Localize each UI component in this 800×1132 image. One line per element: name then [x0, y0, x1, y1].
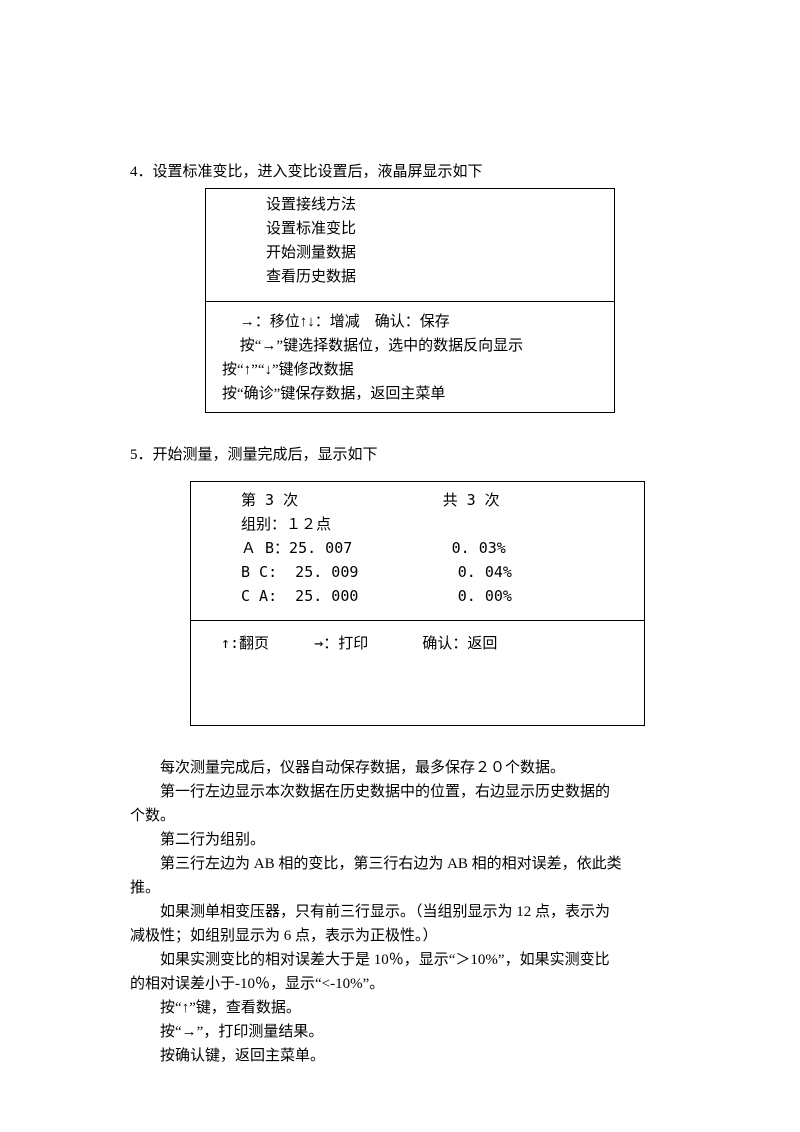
lcd-help-area: →：移位↑↓：增减 确认：保存 按“→”键选择数据位，选中的数据反向显示 按“↑…	[206, 306, 614, 412]
result-line: B C: 25. 009 0. 04%	[191, 560, 644, 584]
paragraph-continuation: 的相对误差小于-10％，显示“<-10%”。	[130, 972, 670, 996]
lcd-display-box-settings: 设置接线方法 设置标准变比 开始测量数据 查看历史数据 →：移位↑↓：增减 确认…	[205, 188, 615, 413]
help-line: 按“↑”“↓”键修改数据	[206, 358, 614, 382]
help-line: 按“确诊”键保存数据，返回主菜单	[206, 382, 614, 406]
paragraph: 按确认键，返回主菜单。	[130, 1044, 670, 1068]
divider	[191, 620, 644, 621]
lcd-menu-area: 设置接线方法 设置标准变比 开始测量数据 查看历史数据	[206, 189, 614, 295]
paragraph: 每次测量完成后，仪器自动保存数据，最多保存２０个数据。	[130, 756, 670, 780]
divider	[206, 301, 614, 302]
paragraph: 按“↑”键，查看数据。	[130, 996, 670, 1020]
paragraph: 第二行为组别。	[130, 828, 670, 852]
paragraph: 如果实测变比的相对误差大于是 10％，显示“＞10%”，如果实测变比	[130, 948, 670, 972]
document-page: 4．设置标准变比，进入变比设置后，液晶屏显示如下 设置接线方法 设置标准变比 开…	[0, 0, 800, 1128]
result-nav-area: ↑:翻页 →：打印 确认：返回	[191, 625, 644, 725]
paragraph-continuation: 个数。	[130, 804, 670, 828]
paragraph-continuation: 减极性；如组别显示为 6 点，表示为正极性。）	[130, 924, 670, 948]
result-line: 组别：１２点	[191, 512, 644, 536]
menu-item: 设置接线方法	[206, 193, 614, 217]
help-line: 按“→”键选择数据位，选中的数据反向显示	[206, 334, 614, 358]
menu-item: 开始测量数据	[206, 241, 614, 265]
paragraph: 如果测单相变压器，只有前三行显示。（当组别显示为 12 点，表示为	[130, 900, 670, 924]
menu-item: 设置标准变比	[206, 217, 614, 241]
result-line: C A: 25. 000 0. 00%	[191, 584, 644, 608]
paragraph: 第一行左边显示本次数据在历史数据中的位置，右边显示历史数据的	[130, 780, 670, 804]
help-line: →：移位↑↓：增减 确认：保存	[206, 310, 614, 334]
menu-item: 查看历史数据	[206, 265, 614, 289]
paragraph: 按“→”，打印测量结果。	[130, 1020, 670, 1044]
result-data-area: 第 3 次 共 3 次 组别：１２点 Ａ B：25. 007 0. 03% B …	[191, 482, 644, 614]
result-line: 第 3 次 共 3 次	[191, 488, 644, 512]
paragraph-continuation: 推。	[130, 876, 670, 900]
lcd-display-box-result: 第 3 次 共 3 次 组别：１２点 Ａ B：25. 007 0. 03% B …	[190, 481, 645, 726]
section4-heading: 4．设置标准变比，进入变比设置后，液晶屏显示如下	[130, 160, 670, 184]
result-line: Ａ B：25. 007 0. 03%	[191, 536, 644, 560]
section5-heading: 5．开始测量，测量完成后，显示如下	[130, 443, 670, 467]
explanation-paragraphs: 每次测量完成后，仪器自动保存数据，最多保存２０个数据。 第一行左边显示本次数据在…	[130, 756, 670, 1068]
nav-hint: ↑:翻页 →：打印 确认：返回	[191, 631, 644, 655]
paragraph: 第三行左边为 AB 相的变比，第三行右边为 AB 相的相对误差，依此类	[130, 852, 670, 876]
